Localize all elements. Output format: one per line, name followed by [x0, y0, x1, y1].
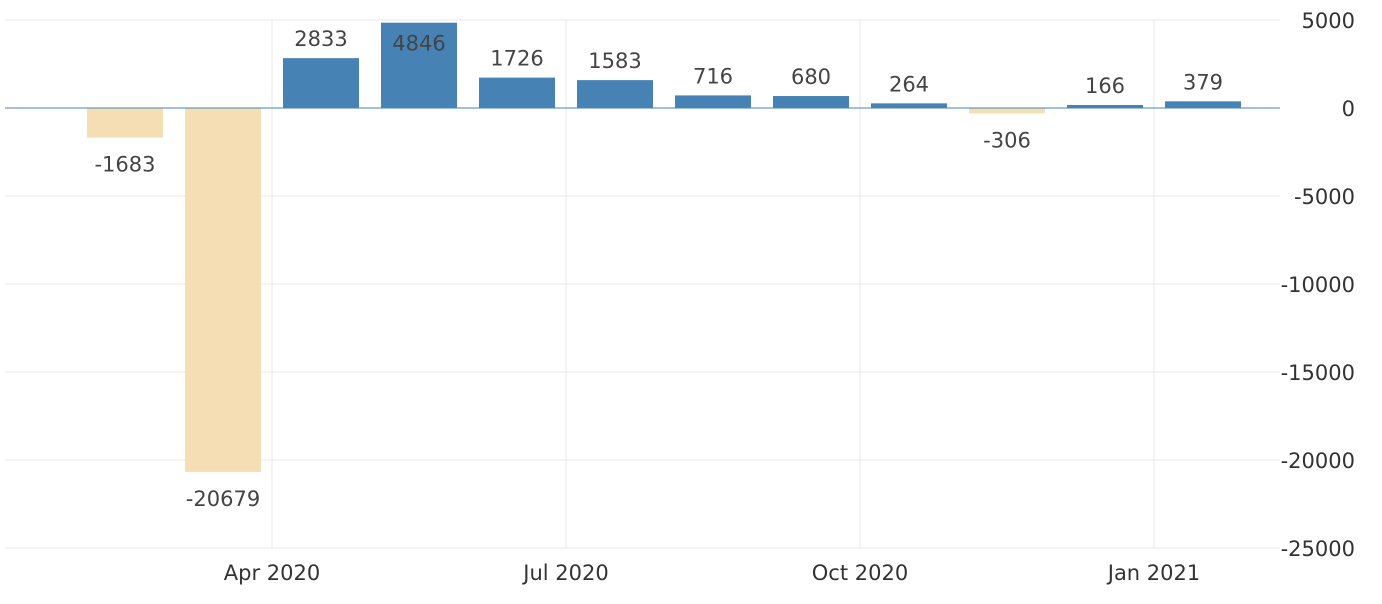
y-tick-label: -25000: [1281, 537, 1355, 561]
bar-jan-2021: [1165, 101, 1241, 108]
data-label: -306: [983, 128, 1031, 152]
x-tick-label: Apr 2020: [224, 561, 320, 585]
data-label: 4846: [392, 32, 445, 56]
data-label: -1683: [94, 153, 155, 177]
data-label: 716: [693, 64, 733, 88]
bar-sep-2020: [773, 96, 849, 108]
bar-may-2020: [381, 22, 457, 108]
data-label: 264: [889, 72, 929, 96]
y-tick-label: -10000: [1281, 273, 1355, 297]
data-label: 680: [791, 65, 831, 89]
data-labels: -1683 -20679 2833 4846 1726 1583 716 680 264 -306…: [94, 27, 1223, 511]
bar-jun-2020: [479, 77, 555, 108]
data-label: 166: [1085, 74, 1125, 98]
data-label: -20679: [186, 487, 260, 511]
x-tick-label: Oct 2020: [812, 561, 908, 585]
bar-mar-2020: [185, 108, 261, 472]
bars: [87, 22, 1241, 472]
bar-feb-2020: [87, 108, 163, 138]
data-label: 1583: [588, 49, 641, 73]
y-tick-label: -20000: [1281, 449, 1355, 473]
x-tick-label: Jul 2020: [521, 561, 608, 585]
bar-apr-2020: [283, 58, 359, 108]
x-axis-ticks: Apr 2020 Jul 2020 Oct 2020 Jan 2021: [224, 561, 1200, 585]
y-tick-label: -15000: [1281, 361, 1355, 385]
x-tick-label: Jan 2021: [1106, 561, 1201, 585]
bar-nov-2020: [969, 108, 1045, 114]
data-label: 1726: [490, 47, 543, 71]
y-tick-label: -5000: [1294, 185, 1355, 209]
y-tick-label: 0: [1342, 97, 1355, 121]
data-label: 379: [1183, 70, 1223, 94]
bar-dec-2020: [1067, 105, 1143, 108]
bar-oct-2020: [871, 103, 947, 108]
bar-jul-2020: [577, 80, 653, 108]
bar-aug-2020: [675, 95, 751, 108]
y-axis-ticks: 5000 0 -5000 -10000 -15000 -20000 -25000: [1281, 9, 1355, 561]
data-label: 2833: [294, 27, 347, 51]
y-tick-label: 5000: [1302, 9, 1355, 33]
